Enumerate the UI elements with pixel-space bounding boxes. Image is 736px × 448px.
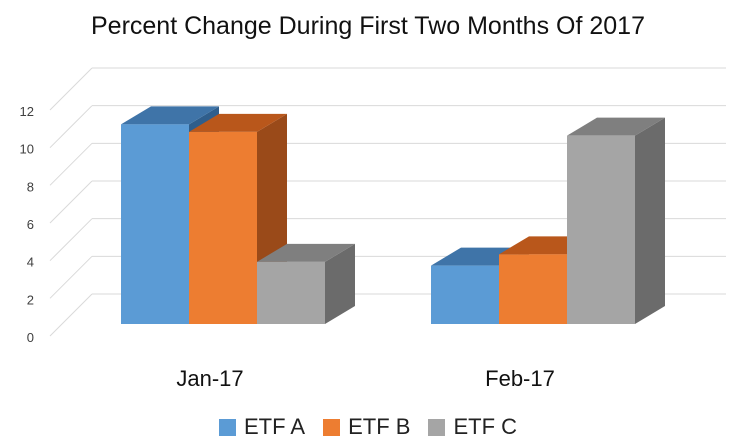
legend-label: ETF B [348,414,411,439]
bar-side [325,243,355,324]
y-axis-ticks: 0 2 4 6 8 10 12 [20,104,34,345]
bar-front [189,131,257,324]
legend: ETF A ETF B ETF C [0,412,736,442]
x-category-label: Jan-17 [176,366,243,391]
y-tick-label: 8 [27,179,34,194]
chart-title: Percent Change During First Two Months O… [91,12,645,40]
bar-front [567,135,635,324]
bar-top [257,243,355,262]
y-tick-label: 12 [20,104,34,119]
bar-side [635,117,665,325]
y-tick-label: 4 [27,255,34,270]
legend-swatch [218,418,236,436]
x-category-label: Feb-17 [485,366,555,391]
bar [567,117,665,325]
y-tick-label: 2 [27,292,34,307]
gridline-diagonal [49,255,93,299]
bar-front [431,265,499,324]
legend-swatch [428,418,446,436]
gridline-diagonal [49,105,93,149]
legend-item: ETF B [323,414,410,440]
bar-front [499,254,567,324]
bar-top [121,106,219,125]
x-axis-labels: Jan-17 Feb-17 [176,366,555,391]
gridline-diagonal [49,180,93,224]
gridline-diagonal [49,67,93,111]
bar-top [189,113,287,132]
bar-front [257,261,325,324]
gridline-diagonal [49,142,93,186]
legend-label: ETF A [243,414,306,439]
bar-top [567,117,665,136]
legend-label: ETF C [453,414,518,439]
gridline-diagonal [49,293,93,337]
y-tick-label: 10 [20,142,34,157]
bar-front [121,124,189,324]
legend-swatch [323,418,341,436]
bars [121,106,665,325]
bar [257,243,355,324]
y-tick-label: 0 [27,330,34,345]
gridline-diagonal [49,218,93,262]
legend-item: ETF A [218,414,306,440]
legend-item: ETF C [428,414,517,440]
y-tick-label: 6 [27,217,34,232]
